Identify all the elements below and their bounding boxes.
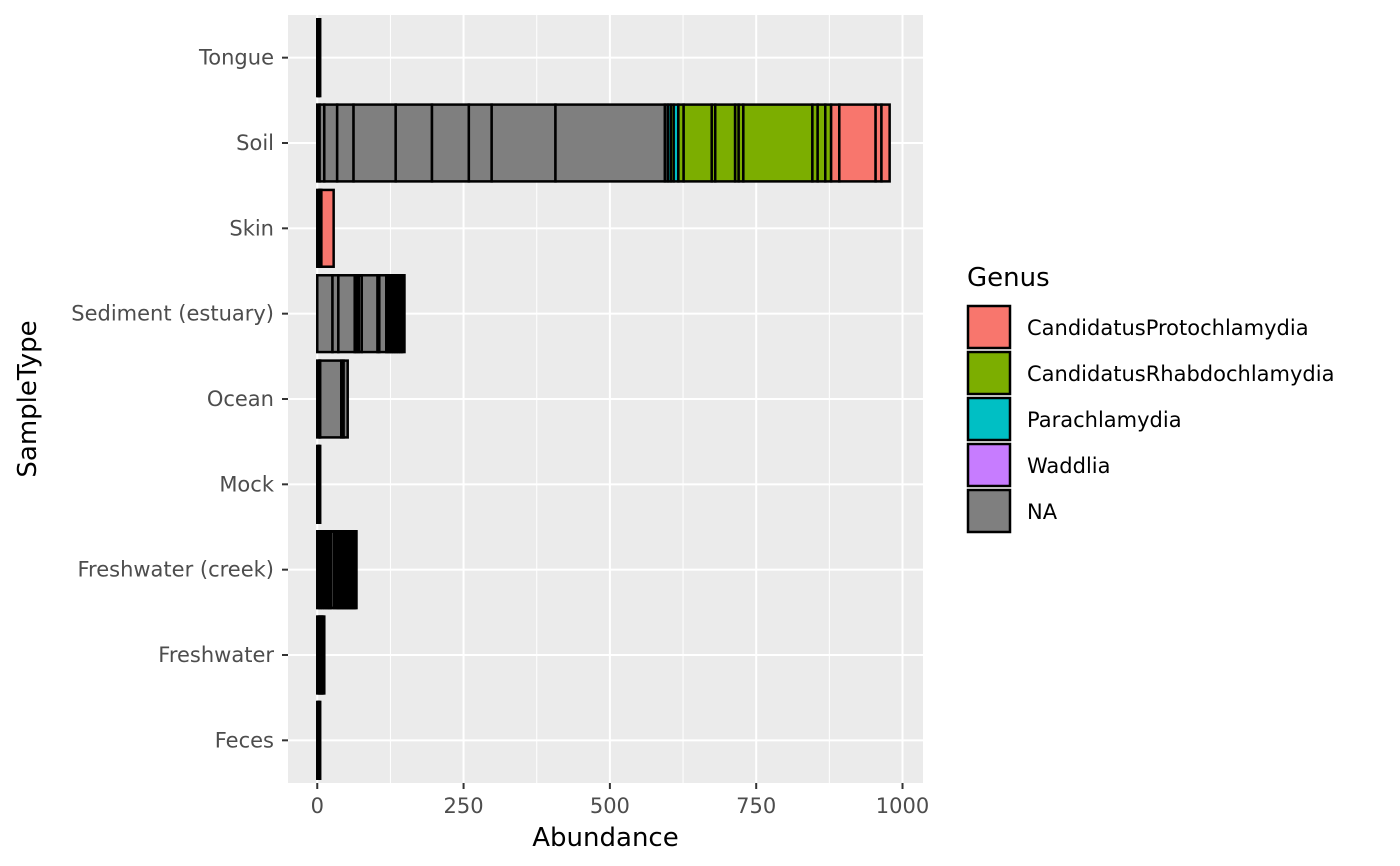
x-axis-title: Abundance [532, 823, 678, 853]
legend-key-na [966, 488, 1012, 534]
bar-segments [316, 18, 891, 780]
x-tick-label: 250 [444, 794, 484, 818]
x-tick-label: 500 [590, 794, 630, 818]
bar-segment-freshwater-na [321, 615, 326, 695]
y-tick-label-ocean: Ocean [207, 387, 274, 411]
bar-segment-sediment-estuary-na [400, 274, 406, 354]
legend-label-parachlamydia: Parachlamydia [1027, 408, 1182, 432]
legend-key-candidatusrhabdochlamydia [966, 350, 1012, 396]
y-tick-label-freshwater-creek: Freshwater (creek) [77, 558, 274, 582]
legend: Genus CandidatusProtochlamydia Candidatus… [966, 263, 1334, 534]
y-tick-label-mock: Mock [219, 472, 275, 496]
legend-key-parachlamydia [966, 396, 1012, 442]
bar-segment-sediment-estuary-na [337, 274, 356, 354]
bar-segment-soil-na [467, 103, 493, 183]
y-tick-label-freshwater: Freshwater [158, 643, 274, 667]
legend-title: Genus [967, 263, 1050, 293]
bar-segment-soil-candidatusrhabdochlamydia [713, 103, 737, 183]
bar-segment-sediment-estuary-na [360, 274, 379, 354]
bar-segment-tongue-na [317, 18, 322, 98]
bar-segment-feces-na [317, 700, 322, 780]
bar-segment-soil-na [490, 103, 557, 183]
bar-segment-mock-na [317, 444, 322, 524]
bar-segment-soil-candidatusprotochlamydia [838, 103, 877, 183]
bar-segment-freshwater-creek-na [354, 530, 358, 610]
y-tick-label-feces: Feces [215, 728, 274, 752]
bar-segment-skin-candidatusprotochlamydia [320, 188, 335, 268]
x-tick-label: 1000 [876, 794, 929, 818]
x-tick-label: 0 [311, 794, 324, 818]
bar-segment-soil-na [394, 103, 434, 183]
bar-segment-soil-na [554, 103, 667, 183]
legend-key-candidatusprotochlamydia [966, 304, 1012, 350]
bar-segment-ocean-na [342, 359, 349, 439]
axes: 0 250 500 750 1000 Feces Freshwater Freshwater … [71, 46, 929, 818]
bar-segment-soil-na [323, 103, 339, 183]
bar-segment-soil-candidatusrhabdochlamydia [742, 103, 814, 183]
y-tick-label-soil: Soil [236, 131, 274, 155]
bar-segment-soil-na [352, 103, 397, 183]
y-tick-label-sediment-estuary: Sediment (estuary) [71, 302, 274, 326]
bar-segment-soil-na [430, 103, 471, 183]
legend-key-waddlia [966, 442, 1012, 488]
legend-label-candidatusprotochlamydia: CandidatusProtochlamydia [1027, 316, 1309, 340]
bar-segment-sediment-estuary-na [316, 274, 334, 354]
bar-segment-ocean-na [318, 359, 343, 439]
y-tick-label-skin: Skin [229, 216, 274, 240]
legend-label-waddlia: Waddlia [1027, 454, 1111, 478]
x-tick-label: 750 [736, 794, 776, 818]
bar-segment-soil-candidatusrhabdochlamydia [682, 103, 713, 183]
legend-label-na: NA [1027, 500, 1058, 524]
y-tick-label-tongue: Tongue [198, 46, 274, 70]
y-axis-title: SampleType [13, 320, 43, 477]
bar-segment-soil-candidatusprotochlamydia [880, 103, 891, 183]
bar-segment-soil-na [335, 103, 355, 183]
legend-label-candidatusrhabdochlamydia: CandidatusRhabdochlamydia [1027, 362, 1334, 386]
